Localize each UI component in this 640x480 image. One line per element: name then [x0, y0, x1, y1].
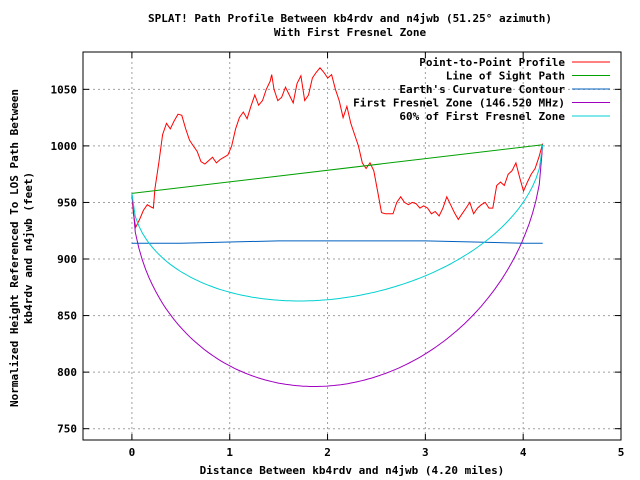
y-tick-label: 1050 — [51, 83, 78, 96]
x-tick-label: 3 — [422, 446, 429, 459]
series-line-4 — [131, 144, 544, 302]
y-tick-label: 900 — [57, 253, 77, 266]
legend-label-3: First Fresnel Zone (146.520 MHz) — [353, 97, 565, 110]
legend-label-0: Point-to-Point Profile — [419, 56, 565, 69]
plot-frame — [82, 51, 622, 441]
x-tick-label: 2 — [324, 446, 331, 459]
legend-label-4: 60% of First Fresnel Zone — [399, 110, 565, 123]
y-tick-label: 750 — [57, 423, 77, 436]
x-tick-label: 4 — [520, 446, 527, 459]
series-line-1 — [131, 144, 543, 194]
y-tick-label: 950 — [57, 196, 77, 209]
legend-label-2: Earth's Curvature Contour — [399, 83, 565, 96]
data-series — [131, 67, 544, 387]
y-tick-label: 800 — [57, 366, 77, 379]
series-line-0 — [131, 67, 544, 229]
chart-title-line1: SPLAT! Path Profile Between kb4rdv and n… — [148, 12, 552, 25]
y-axis-label-line1: Normalized Height Referenced To LOS Path… — [8, 89, 21, 407]
x-tick-label: 5 — [618, 446, 625, 459]
x-axis-label: Distance Between kb4rdv and n4jwb (4.20 … — [200, 464, 505, 477]
legend-label-1: Line of Sight Path — [446, 70, 565, 83]
y-tick-label: 850 — [57, 310, 77, 323]
series-line-3 — [131, 144, 544, 387]
y-axis-label-line2: kb4rdv and n4jwb (feet) — [22, 172, 35, 324]
y-tick-label: 1000 — [51, 140, 78, 153]
x-tick-label: 0 — [129, 446, 136, 459]
series-line-2 — [131, 240, 543, 244]
x-tick-label: 1 — [226, 446, 233, 459]
chart-title-line2: With First Fresnel Zone — [274, 26, 427, 39]
axis-ticks: 0 1 2 3 4 5 750 800 850 900 950 1000 1050 — [51, 52, 625, 459]
